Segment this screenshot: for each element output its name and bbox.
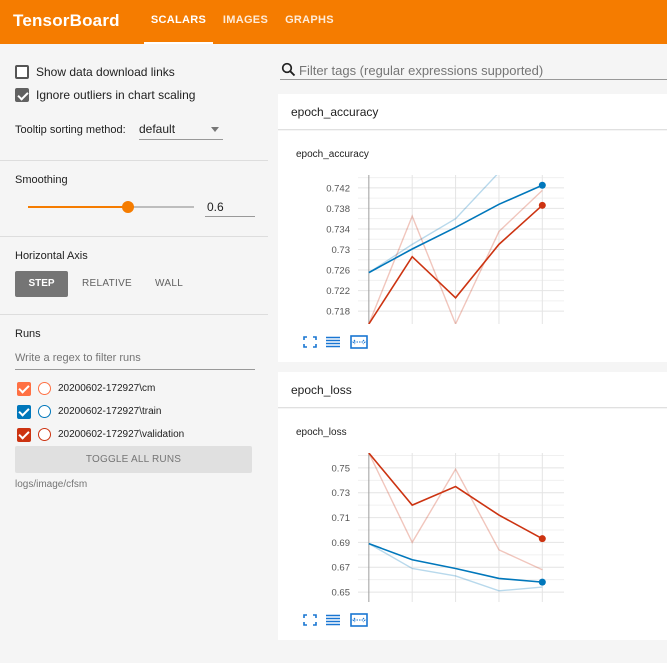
run-name: 20200602-172927\train [58,406,162,417]
series-raw-line [368,543,543,592]
chart-title: epoch_loss [296,427,347,438]
series-end-point [538,181,546,189]
y-tick-label: 0.73 [332,488,351,499]
x-tick-label: 1 [410,608,415,609]
fit-domain-icon[interactable] [350,613,368,627]
log-scale-icon[interactable] [326,614,340,626]
search-icon [281,62,296,77]
y-tick-label: 0.67 [332,563,351,574]
run-color-circle [38,382,51,395]
fullscreen-icon[interactable] [303,614,317,626]
sidebar [0,44,268,663]
smoothing-slider-knob[interactable] [121,201,134,213]
tooltip-sorting-select[interactable]: default [139,122,223,140]
series-smoothed-line [368,453,543,540]
y-tick-label: 0.75 [332,463,351,474]
x-tick-label: 4 [540,608,545,609]
x-tick-label: 3 [496,608,501,609]
loss-chart[interactable]: 0.65 0.67 0.69 0.71 0.73 0.75 0 1 2 3 4 [278,409,667,609]
card-header-accuracy[interactable]: epoch_accuracy [278,94,667,130]
x-tick-label: 0 [366,330,371,331]
top-bar: TensorBoard SCALARS IMAGES GRAPHS [0,0,667,44]
tag-filter-input[interactable]: Filter tags (regular expressions support… [280,60,667,80]
settings-section [0,44,268,161]
x-tick-label: 1 [410,330,415,331]
y-tick-label: 0.69 [332,538,351,549]
run-color-circle [38,405,51,418]
y-tick-label: 0.742 [326,183,350,194]
y-tick-label: 0.722 [326,286,350,297]
smoothing-label: Smoothing [15,174,68,186]
series-raw-line [368,189,543,324]
y-tick-label: 0.718 [326,307,350,318]
show-download-label: Show data download links [36,65,175,79]
smoothing-slider[interactable] [28,201,194,213]
horizontal-axis-section [0,237,268,315]
card-header-loss[interactable]: epoch_loss [278,372,667,408]
series-smoothed-line [368,204,543,324]
card-tag-title: epoch_accuracy [291,105,379,119]
run-checkbox[interactable] [17,382,31,396]
series-smoothed-line [368,184,543,274]
log-scale-icon[interactable] [326,336,340,348]
log-directory: logs/image/cfsm [15,479,88,490]
x-tick-label: 2 [453,608,458,609]
accuracy-chart[interactable]: 0.718 0.722 0.726 0.73 0.734 0.738 0.742 0 1 2 3 4 [278,131,667,331]
fullscreen-icon[interactable] [303,336,317,348]
runs-filter-input[interactable]: Write a regex to filter runs [15,352,255,370]
series-end-point [538,535,546,543]
tab-scalars[interactable]: SCALARS [144,0,213,44]
ignore-outliers-checkbox[interactable] [15,88,29,102]
fit-domain-icon[interactable] [350,335,368,349]
y-tick-label: 0.738 [326,204,350,215]
series-group [368,453,543,592]
horizontal-axis-label: Horizontal Axis [15,250,88,262]
axis-wall-button[interactable]: WALL [155,278,184,289]
brand-title: TensorBoard [13,11,120,30]
tooltip-sorting-label: Tooltip sorting method: [15,124,126,136]
series-end-point [538,201,546,209]
tab-graphs[interactable]: GRAPHS [285,14,334,26]
x-tick-label: 2 [453,330,458,331]
chart-card-accuracy: epoch_accuracy 0.718 0.722 0.726 0.73 0.734 0… [278,131,667,362]
x-tick-label: 4 [540,330,545,331]
run-name: 20200602-172927\cm [58,383,156,394]
run-checkbox[interactable] [17,428,31,442]
series-end-point [538,578,546,586]
run-checkbox[interactable] [17,405,31,419]
main-panel: Filter tags (regular expressions support… [268,44,667,663]
x-tick-label: 0 [366,608,371,609]
series-raw-line [368,453,543,571]
y-tick-label: 0.71 [332,513,351,524]
tab-images[interactable]: IMAGES [222,14,269,26]
smoothing-slider-fill [28,206,128,208]
card-tag-title: epoch_loss [291,383,352,397]
chart-card-loss: epoch_loss 0.65 0.67 0.69 0.71 0.73 0.75 0 1 2 3 4 [278,409,667,640]
ignore-outliers-label: Ignore outliers in chart scaling [36,88,196,102]
run-color-circle [38,428,51,441]
series-raw-line [368,175,498,274]
smoothing-section [0,161,268,237]
axis-step-button[interactable]: STEP [15,271,68,297]
y-tick-label: 0.734 [326,224,350,235]
chevron-down-icon [211,127,219,132]
y-tick-label: 0.73 [332,245,351,256]
series-group [368,175,543,324]
run-name: 20200602-172927\validation [58,429,185,440]
series-smoothed-line [368,542,543,583]
runs-label: Runs [15,328,41,340]
y-tick-label: 0.726 [326,266,350,277]
smoothing-value-input[interactable]: 0.6 [205,198,255,217]
tag-filter-placeholder: Filter tags (regular expressions support… [299,63,544,78]
axis-relative-button[interactable]: RELATIVE [82,278,133,289]
x-tick-label: 3 [496,330,501,331]
chart-title: epoch_accuracy [296,149,369,160]
toggle-all-runs-button[interactable]: TOGGLE ALL RUNS [15,446,252,473]
tooltip-sorting-value: default [139,122,176,136]
show-download-checkbox[interactable] [15,65,29,79]
y-tick-label: 0.65 [332,588,351,599]
